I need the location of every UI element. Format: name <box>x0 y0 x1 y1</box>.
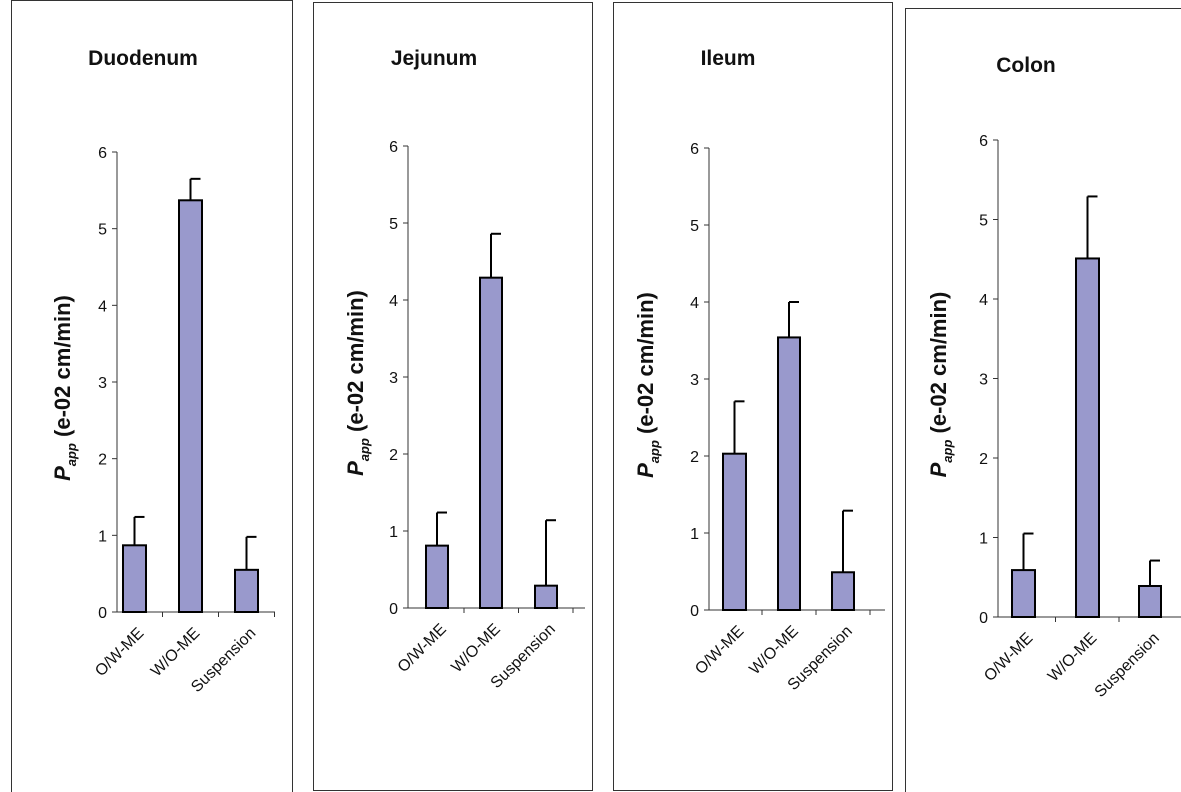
x-category-label: W/O-ME <box>148 625 203 680</box>
bar-o-w-me <box>1011 569 1036 618</box>
chart-title: Jejunum <box>391 47 477 70</box>
y-tick-label: 1 <box>98 528 107 545</box>
y-tick-label: 0 <box>979 610 988 627</box>
bar-w-o-me <box>178 199 203 614</box>
y-tick-label: 0 <box>389 601 398 618</box>
panel-frame <box>905 8 1181 792</box>
y-tick-label: 2 <box>98 452 107 469</box>
y-axis-label-subscript: app <box>64 443 79 466</box>
y-axis-label-unit: (e-02 cm/min) <box>633 292 658 440</box>
chart-panel-jejunum: Jejunum0123456O/W-MEW/O-MESuspensionPapp… <box>313 2 593 791</box>
bar-suspension <box>534 584 558 609</box>
bar-o-w-me <box>425 544 449 610</box>
y-tick-label: 0 <box>98 605 107 622</box>
y-axis-label: Papp (e-02 cm/min) <box>50 295 79 481</box>
y-tick-label: 4 <box>389 293 398 310</box>
panel-frame <box>313 2 593 791</box>
x-category-label: W/O-ME <box>746 623 801 678</box>
y-axis-label-unit: (e-02 cm/min) <box>343 290 368 438</box>
bar-o-w-me <box>122 544 147 613</box>
y-axis-label-subscript: app <box>357 438 372 461</box>
y-tick-label: 2 <box>690 449 699 466</box>
bar-o-w-me <box>722 452 747 611</box>
y-tick-label: 4 <box>690 295 699 312</box>
y-axis-label: Papp (e-02 cm/min) <box>633 292 662 478</box>
bar-w-o-me <box>479 276 503 609</box>
y-tick-label: 3 <box>98 375 107 392</box>
y-tick-label: 6 <box>98 145 107 162</box>
y-axis-label: Papp (e-02 cm/min) <box>926 292 955 478</box>
y-tick-label: 3 <box>979 372 988 389</box>
x-category-label: W/O-ME <box>448 621 503 676</box>
y-tick-label: 5 <box>979 213 988 230</box>
x-category-label: Suspension <box>1092 630 1163 701</box>
y-tick-label: 6 <box>690 141 699 158</box>
x-category-label: W/O-ME <box>1045 630 1100 685</box>
bar-suspension <box>831 571 855 612</box>
y-tick-label: 2 <box>389 447 398 464</box>
y-axis-label-symbol: P <box>343 461 368 476</box>
x-category-label: O/W-ME <box>981 630 1036 685</box>
bar-w-o-me <box>1075 257 1100 618</box>
y-axis-label: Papp (e-02 cm/min) <box>343 290 372 476</box>
y-tick-label: 6 <box>389 139 398 156</box>
y-axis-label-unit: (e-02 cm/min) <box>926 292 951 440</box>
y-tick-label: 6 <box>979 133 988 150</box>
panel-frame <box>11 0 293 792</box>
y-tick-label: 5 <box>98 222 107 239</box>
y-axis-label-symbol: P <box>633 463 658 478</box>
bar-suspension <box>234 568 259 613</box>
y-tick-label: 0 <box>690 603 699 620</box>
y-tick-label: 2 <box>979 451 988 468</box>
y-axis-label-unit: (e-02 cm/min) <box>50 295 75 443</box>
y-tick-label: 1 <box>690 526 699 543</box>
y-tick-label: 1 <box>979 531 988 548</box>
y-tick-label: 4 <box>98 298 107 315</box>
chart-title: Ileum <box>701 47 756 70</box>
y-axis-label-symbol: P <box>50 466 75 481</box>
x-category-label: O/W-ME <box>395 621 450 676</box>
bar-suspension <box>1138 584 1162 618</box>
y-tick-label: 5 <box>389 216 398 233</box>
y-axis-label-subscript: app <box>647 440 662 463</box>
y-tick-label: 4 <box>979 292 988 309</box>
y-axis-label-symbol: P <box>926 462 951 477</box>
y-axis-label-subscript: app <box>940 440 955 463</box>
x-category-label: O/W-ME <box>92 625 147 680</box>
y-tick-label: 3 <box>690 372 699 389</box>
x-category-label: O/W-ME <box>692 623 747 678</box>
y-tick-label: 1 <box>389 524 398 541</box>
panel-frame <box>613 2 893 791</box>
bar-w-o-me <box>777 336 801 611</box>
chart-title: Colon <box>996 54 1055 77</box>
chart-title: Duodenum <box>88 47 198 70</box>
y-tick-label: 5 <box>690 218 699 235</box>
y-tick-label: 3 <box>389 370 398 387</box>
